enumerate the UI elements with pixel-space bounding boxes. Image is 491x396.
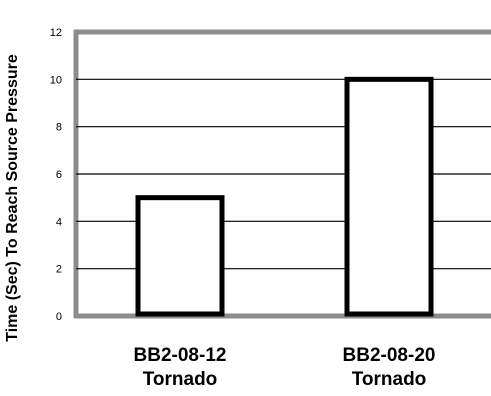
y-tick-label: 6 xyxy=(56,169,62,181)
y-tick-labels: 0 2 4 6 8 10 12 xyxy=(50,27,62,323)
y-tick-label: 0 xyxy=(56,311,62,323)
y-tick-label: 8 xyxy=(56,122,62,134)
x-category-label: BB2-08-12 xyxy=(134,345,227,366)
x-category-label: Tornado xyxy=(143,369,218,390)
y-axis-title: Time (Sec) To Reach Source Pressure xyxy=(4,54,21,342)
bar-2 xyxy=(344,76,434,317)
y-tick-label: 4 xyxy=(56,216,62,228)
bar-1 xyxy=(135,195,225,317)
y-tick-label: 10 xyxy=(50,74,62,86)
x-category-label: Tornado xyxy=(352,369,427,390)
x-category-label: BB2-08-20 xyxy=(343,345,436,366)
y-tick-label: 12 xyxy=(50,27,62,39)
x-category-labels: BB2-08-12 Tornado BB2-08-20 Tornado xyxy=(134,345,436,390)
bars xyxy=(135,76,434,317)
y-tick-label: 2 xyxy=(56,264,62,276)
